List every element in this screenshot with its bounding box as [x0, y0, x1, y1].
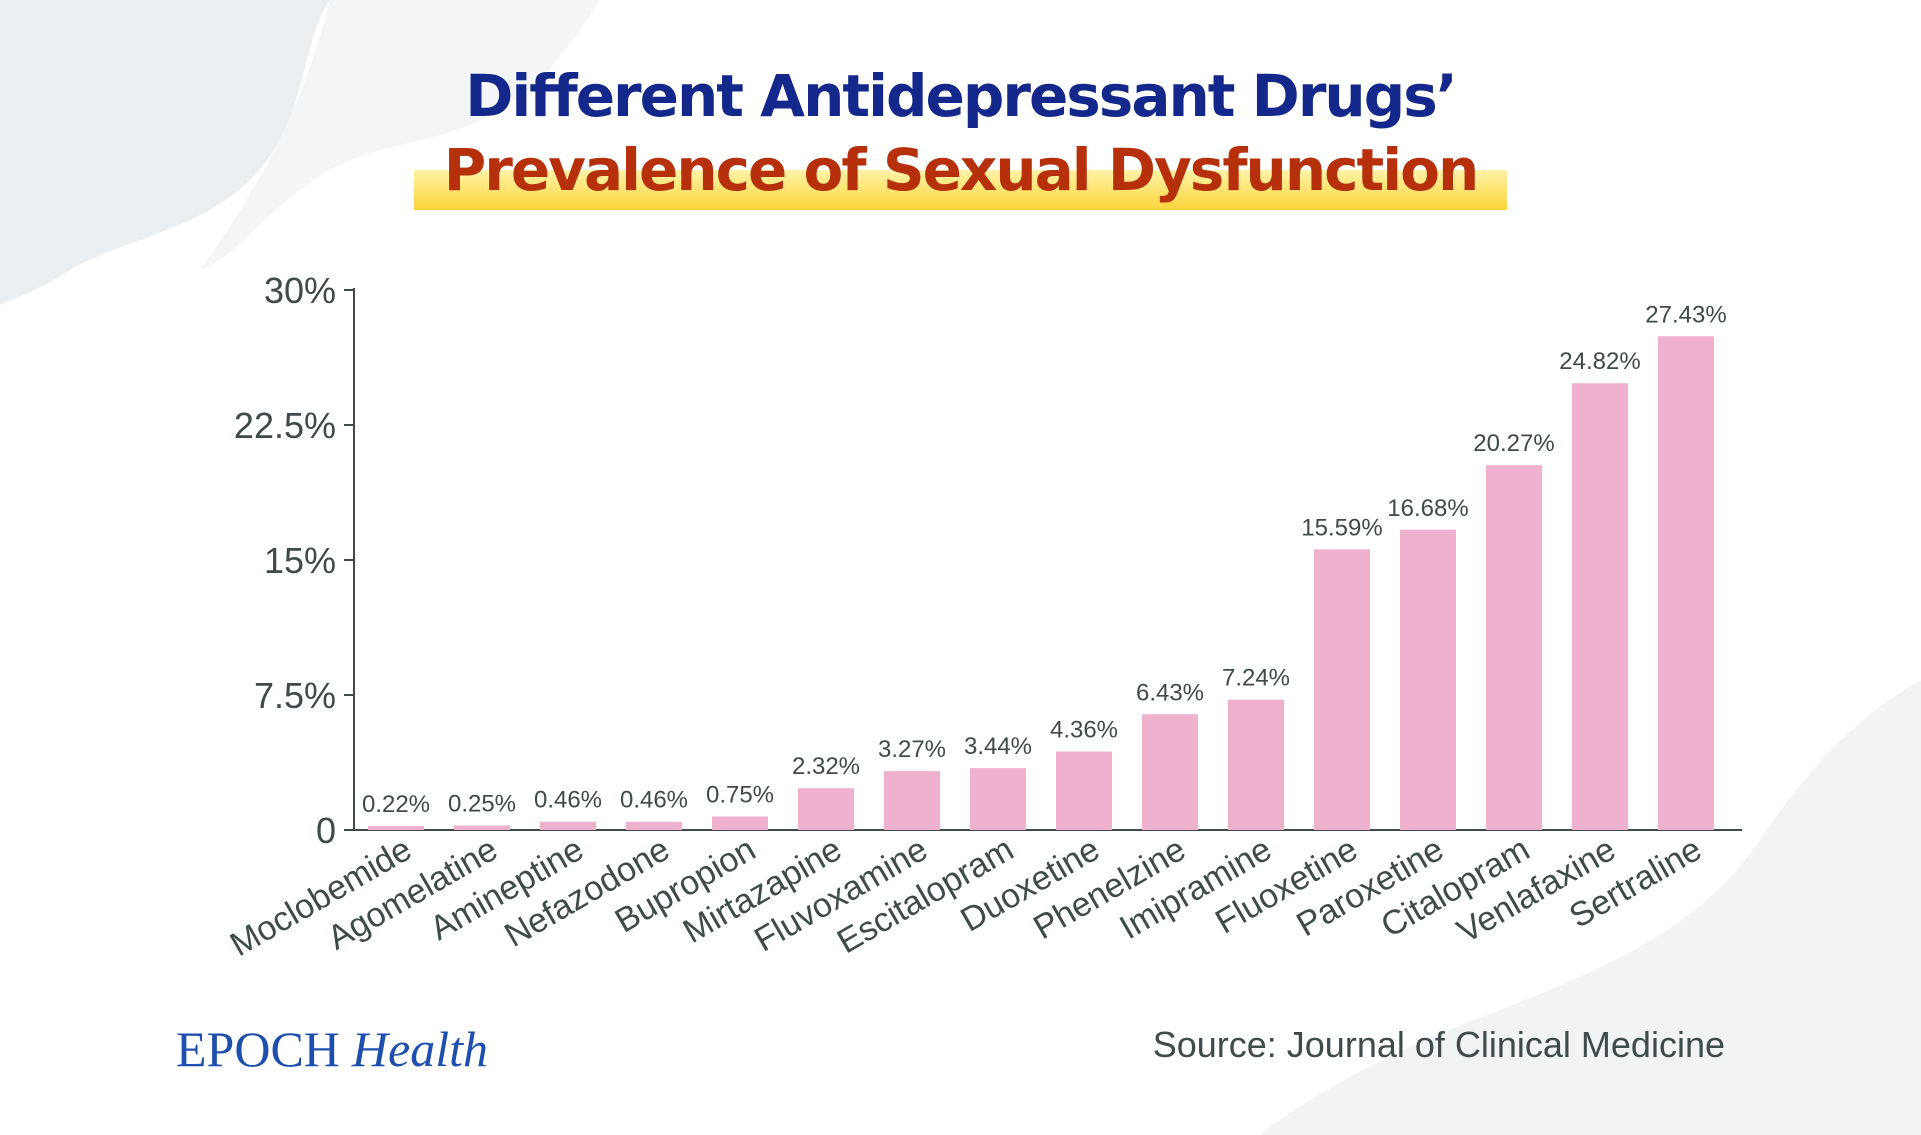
brand-logo: EPOCH Health: [176, 1020, 488, 1078]
bar: [884, 771, 940, 830]
bar: [970, 768, 1026, 830]
y-tick-label: 30%: [264, 270, 336, 311]
y-tick-label: 0: [316, 810, 336, 851]
chart-title: Different Antidepressant Drugs’ Prevalen…: [0, 60, 1921, 210]
y-tick-label: 15%: [264, 540, 336, 581]
bar-value-label: 0.22%: [362, 791, 430, 818]
bar: [1056, 751, 1112, 830]
bar-value-label: 6.43%: [1136, 679, 1204, 706]
bar: [454, 825, 510, 830]
bar-value-label: 4.36%: [1050, 717, 1118, 744]
title-line-1: Different Antidepressant Drugs’: [465, 62, 1458, 130]
brand-part-2: Health: [351, 1021, 489, 1077]
bar: [1572, 383, 1628, 830]
bar: [712, 816, 768, 830]
bar-value-label: 15.59%: [1301, 514, 1382, 541]
bar: [368, 826, 424, 830]
bar-value-label: 16.68%: [1387, 495, 1468, 522]
bar: [626, 821, 682, 830]
bar: [1314, 549, 1370, 830]
bar-value-label: 27.43%: [1645, 301, 1726, 328]
brand-part-1: EPOCH: [176, 1021, 340, 1077]
bar-value-label: 24.82%: [1559, 348, 1640, 375]
y-tick-label: 7.5%: [254, 675, 336, 716]
title-line-2: Prevalence of Sexual Dysfunction: [443, 136, 1480, 204]
bar-value-label: 7.24%: [1222, 665, 1290, 692]
source-note: Source: Journal of Clinical Medicine: [1152, 1024, 1725, 1065]
bar-value-label: 20.27%: [1473, 430, 1554, 457]
bar: [1486, 465, 1542, 830]
bar-value-label: 0.25%: [448, 791, 516, 818]
bar: [1228, 699, 1284, 830]
bar-value-label: 2.32%: [792, 753, 860, 780]
bar: [1142, 714, 1198, 830]
bar: [798, 788, 854, 830]
bar: [1658, 336, 1714, 830]
bar-value-label: 0.46%: [534, 787, 602, 814]
bar: [1400, 529, 1456, 830]
bar: [540, 821, 596, 830]
title-highlight: [413, 170, 1508, 210]
bar-value-label: 3.44%: [964, 733, 1032, 760]
bar-value-label: 3.27%: [878, 736, 946, 763]
bar-value-label: 0.46%: [620, 787, 688, 814]
y-tick-label: 22.5%: [234, 405, 336, 446]
title-line-2-wrap: Prevalence of Sexual Dysfunction: [413, 132, 1508, 210]
bar-value-label: 0.75%: [706, 782, 774, 809]
